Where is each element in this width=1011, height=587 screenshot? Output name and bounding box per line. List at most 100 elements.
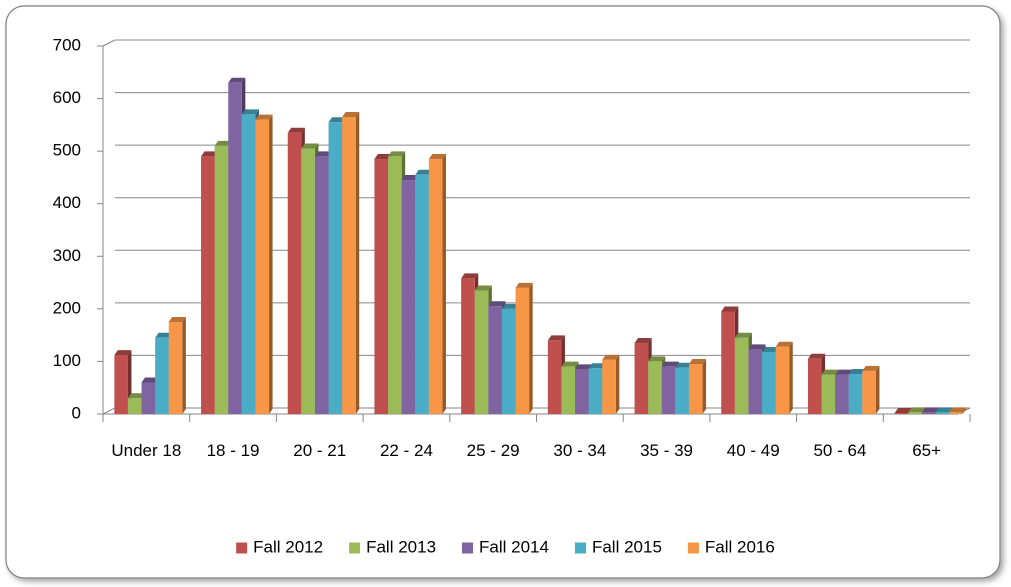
- bar-top: [821, 369, 839, 375]
- bar: [461, 278, 475, 414]
- bar-top: [214, 140, 232, 146]
- x-tick-label: 65+: [912, 441, 942, 460]
- bar-top: [515, 282, 533, 288]
- bar-top: [287, 127, 305, 133]
- bar-top: [661, 361, 679, 367]
- bar: [374, 159, 389, 414]
- bar: [807, 358, 822, 414]
- legend-label: Fall 2013: [366, 537, 436, 556]
- bar-top: [762, 346, 780, 352]
- legend-label: Fall 2015: [592, 537, 662, 556]
- bar: [648, 361, 662, 414]
- bar-top: [114, 350, 132, 356]
- bar-top: [168, 317, 186, 322]
- x-tick-label: 40 - 49: [726, 441, 780, 460]
- bar-top: [648, 356, 666, 362]
- legend-label: Fall 2016: [705, 537, 775, 556]
- bar: [328, 122, 343, 414]
- bar-side: [875, 365, 880, 414]
- legend-swatch: [687, 542, 699, 554]
- bar: [488, 306, 502, 414]
- bar-top: [301, 143, 319, 149]
- legend-swatch: [574, 542, 586, 554]
- bar-top: [328, 117, 346, 123]
- x-tick-label: 18 - 19: [206, 441, 260, 460]
- bar-top: [255, 114, 273, 120]
- bar: [547, 340, 562, 414]
- bar: [921, 412, 936, 414]
- bar-side: [615, 354, 620, 414]
- bar-top: [675, 362, 693, 368]
- bar-side: [269, 114, 273, 414]
- bar-side: [962, 407, 967, 414]
- x-tick-label: 35 - 39: [640, 441, 694, 460]
- bar-top: [428, 154, 446, 160]
- bar-top: [949, 407, 967, 413]
- bar: [287, 132, 302, 414]
- y-axis-depth: [102, 39, 116, 47]
- legend-label: Fall 2014: [479, 537, 549, 556]
- bar: [155, 337, 169, 414]
- bar: [721, 311, 735, 414]
- bar-top: [501, 303, 520, 309]
- legend-label: Fall 2012: [253, 537, 323, 556]
- bar-top: [155, 332, 173, 338]
- bar: [501, 308, 516, 414]
- bar-top: [141, 377, 159, 383]
- y-tick-label: 0: [72, 403, 81, 422]
- bar: [515, 287, 530, 414]
- bar-top: [547, 335, 565, 341]
- bar: [428, 159, 443, 414]
- bar: [342, 116, 356, 414]
- bar: [401, 180, 416, 414]
- chart-border: [5, 5, 1001, 579]
- bar: [575, 369, 589, 414]
- bar: [821, 374, 836, 414]
- bar: [602, 359, 616, 414]
- x-tick-label: 30 - 34: [553, 441, 607, 460]
- x-tick-label: 50 - 64: [813, 441, 867, 460]
- bar-top: [488, 301, 506, 307]
- bar: [474, 290, 489, 414]
- bar: [935, 412, 950, 414]
- bar-side: [355, 111, 360, 414]
- x-tick-label: 25 - 29: [466, 441, 520, 460]
- bar: [908, 412, 922, 414]
- bar: [634, 343, 649, 414]
- bar: [415, 174, 429, 414]
- bar-top: [228, 77, 246, 83]
- bar: [775, 346, 790, 414]
- bar: [949, 412, 963, 414]
- bar: [675, 367, 689, 414]
- bar-top: [575, 364, 593, 370]
- bar: [214, 145, 229, 414]
- bar: [862, 370, 876, 414]
- bar: [661, 366, 676, 414]
- bar: [228, 82, 242, 415]
- bar-top: [474, 285, 492, 291]
- bar-top: [127, 393, 146, 399]
- bar: [588, 368, 603, 414]
- bar-top: [342, 111, 360, 117]
- y-tick-label: 600: [53, 88, 81, 107]
- bar-side: [182, 317, 186, 414]
- x-tick-label: Under 18: [111, 441, 182, 460]
- y-tick-label: 100: [53, 351, 81, 370]
- bar-top: [775, 341, 793, 347]
- bar-side: [789, 341, 793, 414]
- bar-top: [734, 332, 752, 338]
- bar: [301, 148, 315, 414]
- y-tick-label: 400: [53, 193, 81, 212]
- bar-top: [201, 151, 219, 157]
- bar: [762, 351, 776, 414]
- bar-top: [374, 154, 392, 160]
- bar: [748, 349, 763, 414]
- bar: [314, 156, 329, 414]
- bar-top: [634, 338, 652, 344]
- bar: [835, 374, 849, 414]
- bar-side: [442, 154, 446, 414]
- bar-top: [862, 365, 880, 371]
- y-tick-label: 300: [53, 246, 81, 265]
